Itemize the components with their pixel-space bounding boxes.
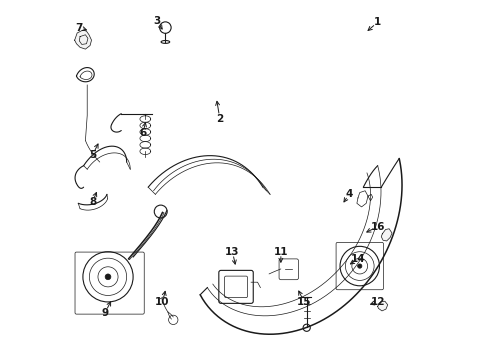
Polygon shape: [381, 229, 392, 241]
Text: 16: 16: [370, 222, 385, 231]
Text: 2: 2: [216, 114, 223, 124]
Polygon shape: [378, 301, 388, 311]
Text: 5: 5: [89, 150, 96, 160]
Text: 14: 14: [351, 254, 365, 264]
Text: 8: 8: [89, 197, 96, 207]
Polygon shape: [74, 30, 92, 49]
Text: 4: 4: [345, 189, 353, 199]
Circle shape: [105, 274, 111, 280]
Text: 11: 11: [273, 247, 288, 257]
Text: 6: 6: [139, 129, 147, 138]
Text: 9: 9: [101, 308, 109, 318]
Text: 7: 7: [75, 23, 83, 33]
Text: 12: 12: [370, 297, 385, 307]
Text: 10: 10: [155, 297, 170, 307]
Text: 15: 15: [297, 297, 312, 307]
Circle shape: [358, 264, 362, 268]
Text: 13: 13: [225, 247, 240, 257]
Text: 1: 1: [374, 17, 381, 27]
Text: 3: 3: [153, 17, 161, 27]
